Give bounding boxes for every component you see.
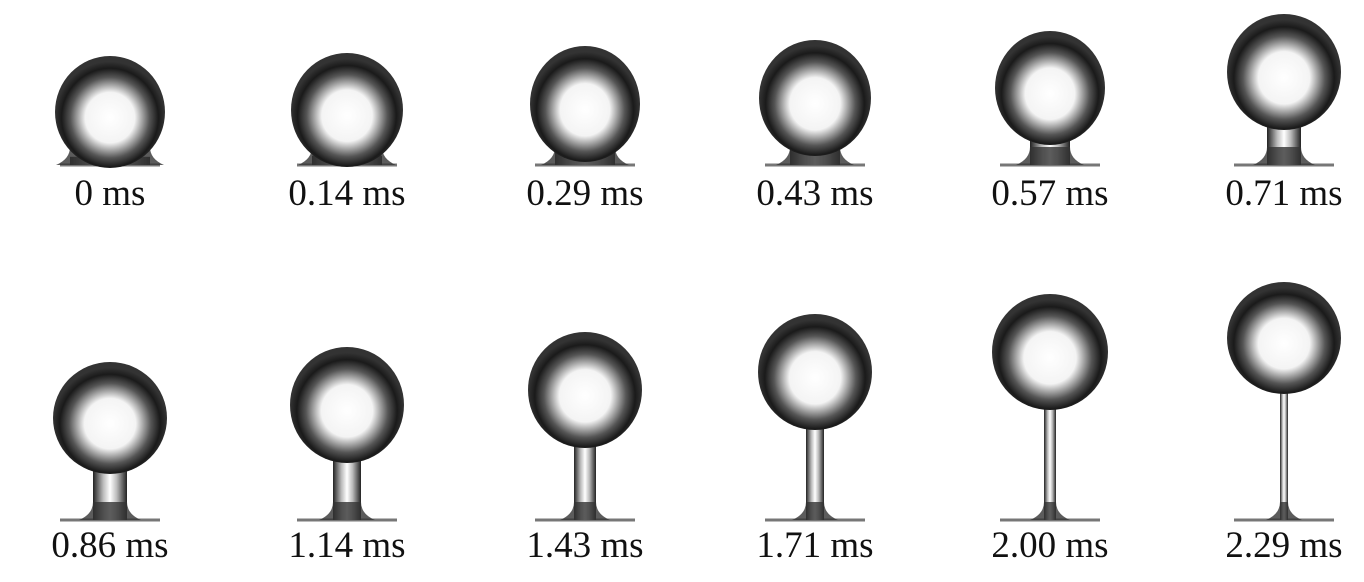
neck-foot	[1266, 502, 1302, 520]
droplet-panel: 1.43 ms	[526, 332, 643, 566]
time-label: 0.71 ms	[1225, 173, 1342, 214]
figure: 0 ms 0.14 ms 0.29 ms 0.43 ms 0.57 ms 0.71 ms 0…	[0, 0, 1364, 582]
neck-foot	[79, 502, 141, 520]
droplet-panel: 0.86 ms	[51, 362, 168, 566]
time-label: 0.57 ms	[991, 173, 1108, 214]
droplet-panel: 0.71 ms	[1225, 14, 1342, 214]
droplet	[53, 362, 167, 474]
droplet	[1227, 14, 1341, 130]
time-label: 0.86 ms	[51, 525, 168, 566]
droplet-panel: 1.14 ms	[288, 347, 405, 566]
time-label: 1.71 ms	[756, 525, 873, 566]
time-label: 2.29 ms	[1225, 525, 1342, 566]
droplet-panel: 0.14 ms	[288, 53, 405, 214]
liquid-neck	[1044, 398, 1056, 520]
droplet	[758, 314, 872, 430]
droplet	[992, 294, 1108, 410]
droplet-panel: 0 ms	[55, 56, 165, 214]
liquid-neck	[1280, 383, 1288, 520]
time-label: 1.43 ms	[526, 525, 643, 566]
droplet	[995, 31, 1105, 145]
droplet	[530, 46, 640, 162]
neck-foot	[792, 502, 838, 520]
droplet-panel: 2.29 ms	[1225, 282, 1342, 566]
neck-foot	[1016, 147, 1084, 165]
time-label: 0 ms	[75, 173, 146, 214]
droplet	[291, 53, 403, 167]
droplet	[759, 40, 871, 156]
neck-foot	[1030, 502, 1070, 520]
neck-foot	[560, 502, 610, 520]
time-label: 0.14 ms	[288, 173, 405, 214]
droplet	[528, 332, 642, 448]
droplet	[55, 56, 165, 168]
time-label: 0.29 ms	[526, 173, 643, 214]
droplet-panel: 0.43 ms	[756, 40, 873, 214]
droplet	[290, 347, 404, 463]
droplet-panel: 2.00 ms	[991, 294, 1108, 566]
time-label: 1.14 ms	[288, 525, 405, 566]
droplet-panel: 0.29 ms	[526, 46, 643, 214]
droplet	[1227, 282, 1341, 394]
droplet-panel: 1.71 ms	[756, 314, 873, 566]
neck-foot	[319, 502, 375, 520]
time-label: 0.43 ms	[756, 173, 873, 214]
neck-foot	[1253, 147, 1315, 165]
droplet-panel: 0.57 ms	[991, 31, 1108, 214]
time-label: 2.00 ms	[991, 525, 1108, 566]
